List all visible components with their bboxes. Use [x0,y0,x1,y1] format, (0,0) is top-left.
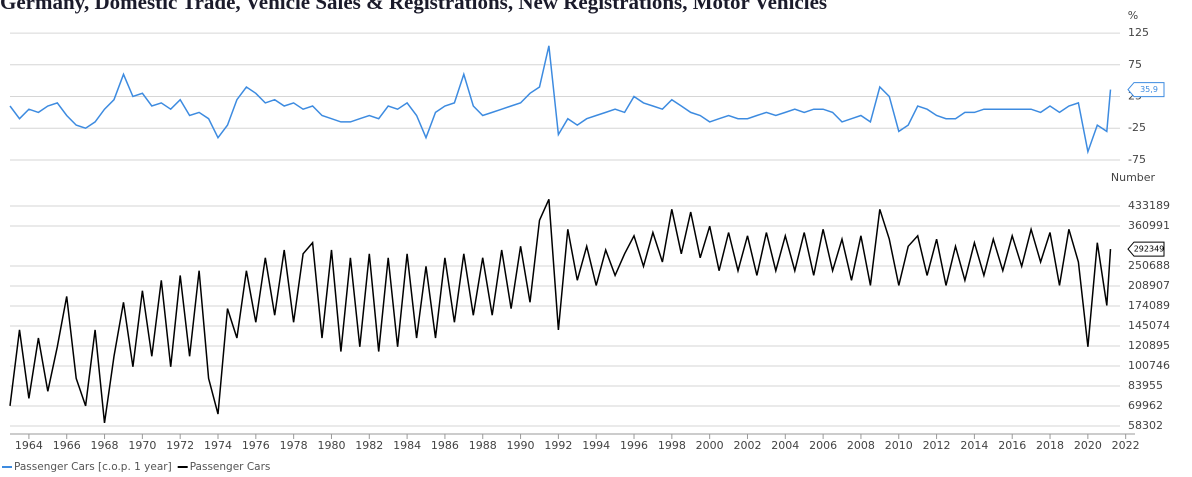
x-tick-label: 1984 [393,439,421,452]
y-tick-label: 58302 [1128,419,1163,432]
series-line [9,45,1112,155]
series-line [9,198,1112,424]
x-tick-label: 1986 [431,439,459,452]
y-tick-label: 100746 [1128,359,1170,372]
y-tick-label: 75 [1128,58,1142,71]
x-tick-label: 1982 [355,439,383,452]
x-tick-label: 1974 [204,439,232,452]
x-tick-label: 1972 [166,439,194,452]
x-tick-label: 2010 [885,439,913,452]
x-tick-label: 2002 [733,439,761,452]
x-tick-label: 2008 [847,439,875,452]
y-tick-label: 83955 [1128,379,1163,392]
last-value-label: 292349 [1134,245,1165,254]
x-tick-label: 1998 [658,439,686,452]
x-tick-label: 1992 [544,439,572,452]
x-tick-label: 1996 [620,439,648,452]
y-tick-label: 250688 [1128,259,1170,272]
x-tick-label: 1970 [128,439,156,452]
x-tick-label: 1964 [15,439,43,452]
y-tick-label: 125 [1128,26,1149,39]
y-unit: Number [1111,171,1156,184]
x-tick-label: 1966 [53,439,81,452]
y-tick-label: 433189 [1128,199,1170,212]
last-value-box [1127,82,1165,98]
legend-label: Passenger Cars [c.o.p. 1 year] [14,461,172,473]
y-tick-label: -75 [1128,153,1146,166]
x-tick-label: 2022 [1112,439,1140,452]
last-value-label: 35,9 [1140,85,1158,94]
x-tick-label: 1976 [242,439,270,452]
x-tick-label: 2014 [960,439,988,452]
x-tick-label: 1968 [91,439,119,452]
x-tick-label: 1994 [582,439,610,452]
x-tick-label: 2000 [696,439,724,452]
x-tick-label: 2012 [923,439,951,452]
y-tick-label: 145074 [1128,319,1170,332]
y-tick-label: 120895 [1128,339,1170,352]
y-tick-label: -25 [1128,121,1146,134]
x-tick-label: 1980 [317,439,345,452]
y-unit: % [1128,9,1138,22]
x-tick-label: 1978 [280,439,308,452]
x-tick-label: 2020 [1074,439,1102,452]
legend-label: Passenger Cars [190,461,271,473]
x-tick-label: 2004 [771,439,799,452]
last-value-box [1127,241,1165,257]
x-tick-label: 1988 [469,439,497,452]
x-tick-label: 2006 [809,439,837,452]
x-tick-label: 2018 [1036,439,1064,452]
y-tick-label: 360991 [1128,219,1170,232]
y-tick-label: 174089 [1128,299,1170,312]
y-tick-label: 208907 [1128,279,1170,292]
y-tick-label: 69962 [1128,399,1163,412]
chart-title: Germany, Domestic Trade, Vehicle Sales &… [0,0,827,14]
x-tick-label: 1990 [507,439,535,452]
x-tick-label: 2016 [998,439,1026,452]
